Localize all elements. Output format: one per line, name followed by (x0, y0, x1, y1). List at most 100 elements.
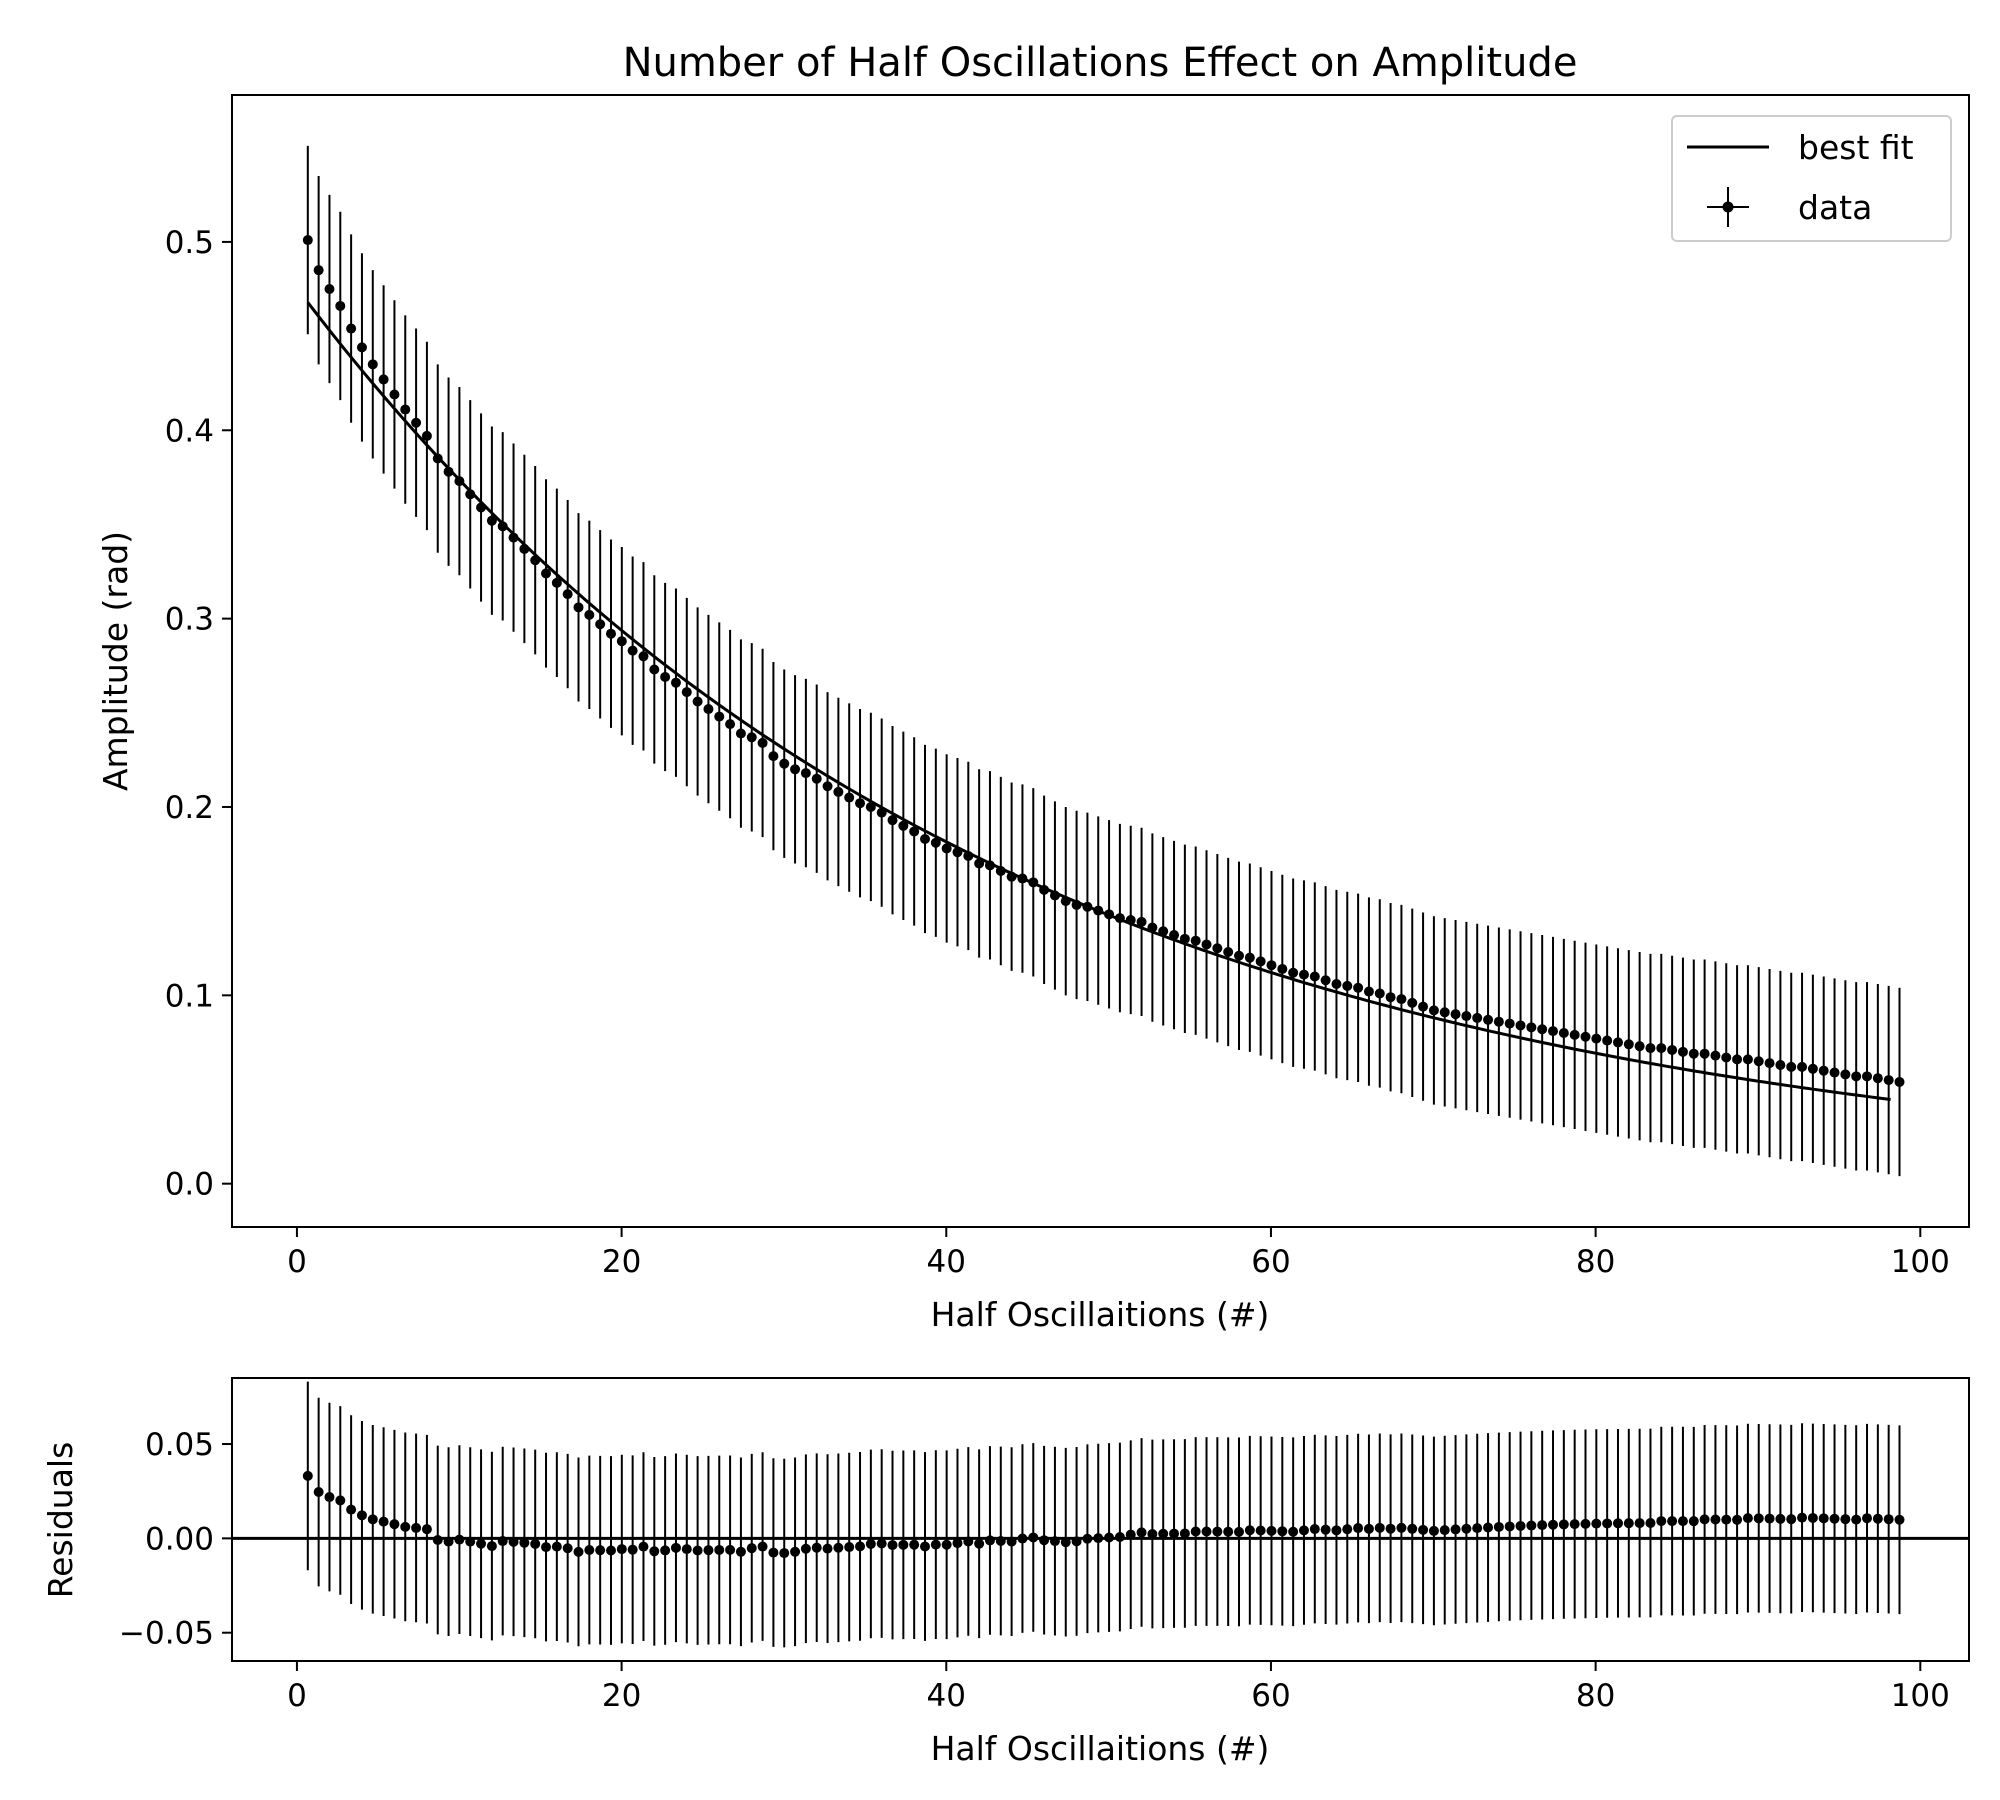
data-point (735, 728, 746, 739)
residual-point (1677, 1516, 1688, 1527)
legend-data-swatch-marker (1722, 201, 1734, 213)
data-point (1277, 963, 1288, 974)
data-point (757, 737, 768, 748)
main-x-tick-label: 100 (1891, 1244, 1950, 1280)
residual-point (1082, 1533, 1093, 1544)
residual-point (1775, 1513, 1786, 1524)
data-point (1255, 956, 1266, 967)
data-point (356, 342, 367, 353)
residual-point (562, 1543, 573, 1554)
residual-point (1006, 1536, 1017, 1547)
data-point (963, 850, 974, 861)
residual-point (1028, 1532, 1039, 1543)
residual-x-tick-label: 20 (602, 1678, 641, 1714)
residual-point (486, 1541, 497, 1552)
residual-point (1407, 1523, 1418, 1534)
residual-point (1223, 1526, 1234, 1537)
data-point (411, 417, 422, 428)
residual-point (919, 1541, 930, 1552)
residual-x-tick-label: 100 (1891, 1678, 1950, 1714)
residual-point (1169, 1528, 1180, 1539)
data-point (1342, 980, 1353, 991)
data-point (519, 543, 530, 554)
main-y-tick-label: 0.3 (165, 602, 214, 638)
residual-point (963, 1536, 974, 1547)
data-point (670, 677, 681, 688)
data-point (1006, 871, 1017, 882)
residual-point (1234, 1526, 1245, 1537)
data-point (865, 801, 876, 812)
data-point (1851, 1071, 1862, 1082)
data-point (681, 687, 692, 698)
residual-point (909, 1539, 920, 1550)
residual-point (844, 1542, 855, 1553)
data-point (1169, 930, 1180, 941)
residual-point (952, 1538, 963, 1549)
data-point (1071, 899, 1082, 910)
residual-point (465, 1536, 476, 1547)
data-point (887, 815, 898, 826)
data-point (1591, 1033, 1602, 1044)
residual-point (1829, 1513, 1840, 1524)
residual-point (768, 1547, 779, 1558)
residual-point (681, 1544, 692, 1555)
main-chart-title: Number of Half Oscillations Effect on Am… (623, 40, 1578, 86)
data-point (1558, 1027, 1569, 1038)
data-point (822, 781, 833, 792)
data-point (1602, 1035, 1613, 1046)
residual-point (573, 1546, 584, 1557)
residual-point (876, 1538, 887, 1549)
residual-plot: 0 20 40 60 80 100 −0.05 0.00 0.05 (119, 1381, 1969, 1714)
data-point (1526, 1022, 1537, 1033)
data-point (1418, 1001, 1429, 1012)
data-point (1104, 909, 1115, 920)
residual-point (432, 1535, 443, 1546)
residual-point (508, 1536, 519, 1547)
main-y-tick-label: 0.0 (165, 1167, 214, 1203)
residual-point (898, 1539, 909, 1550)
residual-point (1201, 1526, 1212, 1537)
data-point (616, 636, 627, 647)
residual-point (1764, 1513, 1775, 1524)
data-point (1190, 935, 1201, 946)
residual-point (833, 1542, 844, 1553)
data-point (1537, 1024, 1548, 1035)
residual-point (1093, 1533, 1104, 1544)
residual-point (1602, 1518, 1613, 1529)
data-point (703, 704, 714, 715)
data-point (1677, 1046, 1688, 1057)
residual-point (378, 1516, 389, 1527)
data-point (1483, 1014, 1494, 1025)
data-point (1797, 1061, 1808, 1072)
data-point (335, 300, 346, 311)
residual-point (1537, 1520, 1548, 1531)
residual-point (887, 1540, 898, 1551)
data-point (941, 843, 952, 854)
residual-point (1298, 1525, 1309, 1536)
data-point (746, 732, 757, 743)
data-point (378, 374, 389, 385)
data-point (909, 826, 920, 837)
data-point (800, 768, 811, 779)
residual-point (1504, 1521, 1515, 1532)
data-point (367, 359, 378, 370)
data-point (844, 792, 855, 803)
residual-point (1667, 1516, 1678, 1527)
residual-x-tick-label: 0 (287, 1678, 307, 1714)
data-point (1179, 933, 1190, 944)
data-point (486, 515, 497, 526)
residual-point (746, 1543, 757, 1554)
residual-point (1277, 1526, 1288, 1537)
data-point (595, 619, 606, 630)
data-point (1786, 1061, 1797, 1072)
residual-point (1483, 1522, 1494, 1533)
residual-point (1353, 1523, 1364, 1534)
residual-point (1396, 1522, 1407, 1533)
data-point (1753, 1056, 1764, 1067)
data-point (692, 696, 703, 707)
main-x-tick-label: 40 (927, 1244, 966, 1280)
residual-point (1190, 1526, 1201, 1537)
residual-point (1721, 1514, 1732, 1525)
data-point (421, 430, 432, 441)
data-point (1385, 992, 1396, 1003)
